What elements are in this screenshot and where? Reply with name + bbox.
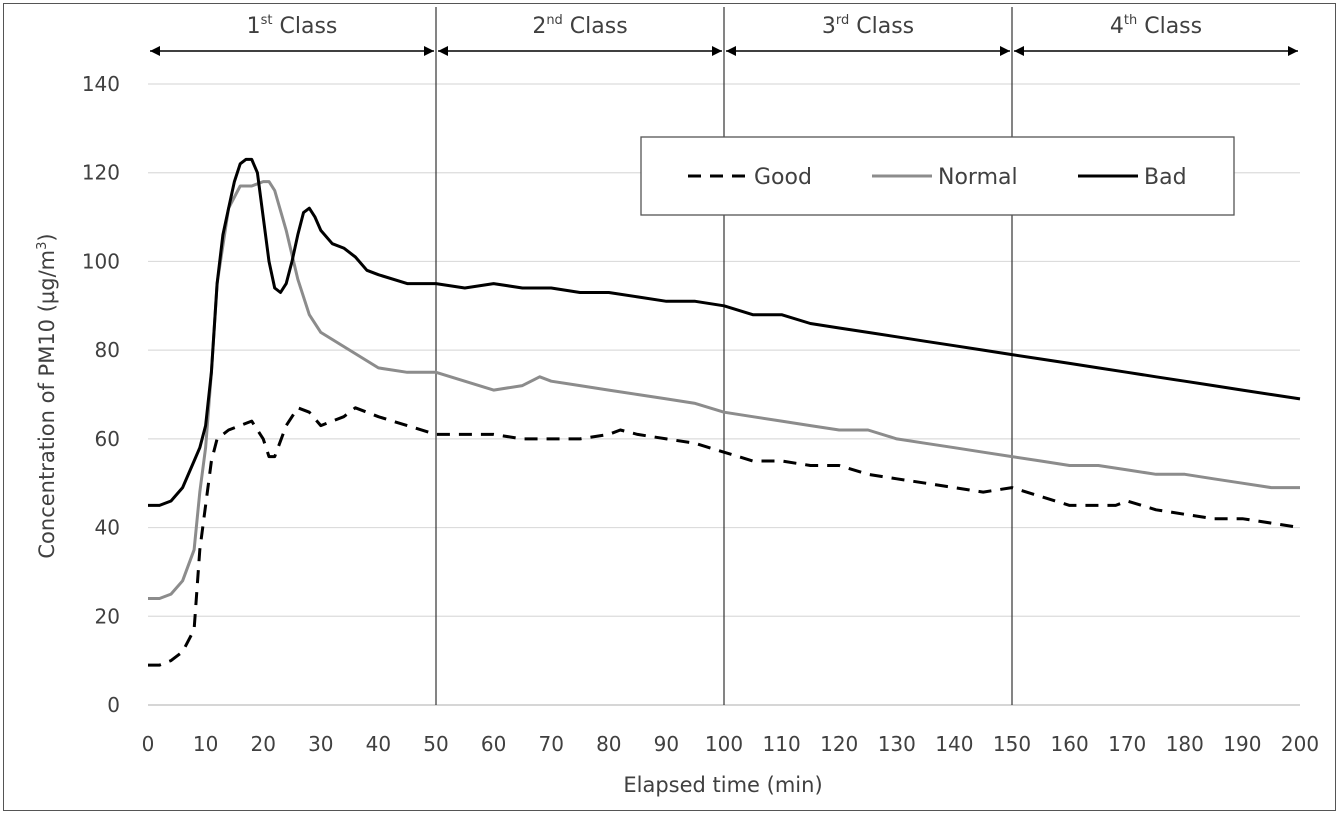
- x-tick-label: 20: [250, 732, 275, 756]
- class-label-word: Class: [849, 14, 914, 39]
- class-label: 4th Class: [1110, 13, 1202, 39]
- x-tick-label: 120: [820, 732, 858, 756]
- x-axis-ticks: 0 10 20 30 40 50 60 70 80 90 100 110 120 130 140 150 160…: [142, 732, 1319, 756]
- class-label-suffix: st: [261, 13, 273, 28]
- x-tick-label: 10: [193, 732, 218, 756]
- class-label-suffix: rd: [836, 13, 849, 28]
- y-tick-label: 100: [82, 249, 120, 273]
- class-label-word: Class: [273, 14, 338, 39]
- class-label: 1st Class: [247, 13, 338, 39]
- class-label: 2nd Class: [532, 13, 627, 39]
- class-label-number: 2: [532, 14, 546, 39]
- x-tick-label: 160: [1051, 732, 1089, 756]
- y-tick-label: 80: [95, 338, 120, 362]
- legend-label-normal: Normal: [938, 165, 1018, 190]
- x-tick-label: 200: [1281, 732, 1319, 756]
- legend-label-good: Good: [754, 165, 812, 190]
- series-lines: [148, 157, 1301, 667]
- x-axis-label: Elapsed time (min): [623, 773, 822, 797]
- x-tick-label: 50: [423, 732, 448, 756]
- class-label-word: Class: [1137, 14, 1202, 39]
- y-tick-label: 120: [82, 161, 120, 185]
- y-axis-label-tail: ): [35, 233, 59, 241]
- legend-label-bad: Bad: [1144, 165, 1187, 190]
- x-tick-label: 140: [935, 732, 973, 756]
- x-tick-label: 190: [1223, 732, 1261, 756]
- x-tick-label: 80: [596, 732, 621, 756]
- y-tick-label: 60: [95, 427, 120, 451]
- y-tick-label: 140: [82, 72, 120, 96]
- class-annotations: 1st Class 2nd Class 3rd Class 4th Class: [150, 13, 1298, 56]
- class-boundaries: [435, 7, 1013, 705]
- y-tick-label: 0: [107, 693, 120, 717]
- x-tick-label: 130: [878, 732, 916, 756]
- x-tick-label: 70: [538, 732, 563, 756]
- class-label-number: 3: [822, 14, 836, 39]
- x-tick-label: 60: [481, 732, 506, 756]
- class-label-suffix: nd: [546, 13, 563, 28]
- class-label: 3rd Class: [822, 13, 914, 39]
- x-tick-label: 150: [993, 732, 1031, 756]
- legend: Good Normal Bad: [640, 136, 1235, 216]
- x-tick-label: 0: [142, 732, 155, 756]
- class-label-number: 1: [247, 14, 261, 39]
- y-tick-label: 40: [95, 516, 120, 540]
- x-tick-label: 110: [763, 732, 801, 756]
- y-axis-label-sup: 3: [35, 242, 50, 250]
- x-tick-label: 180: [1166, 732, 1204, 756]
- class-label-word: Class: [563, 14, 628, 39]
- y-axis-ticks: 0 20 40 60 80 100 120 140: [82, 72, 120, 717]
- y-axis-label: Concentration of PM10 (µg/m3): [35, 233, 59, 558]
- figure-frame: 0 20 40 60 80 100 120 140 0 10 20 30 40 50 60 70 80 90 10…: [3, 3, 1336, 811]
- series-line-bad: [148, 157, 1301, 507]
- x-tick-label: 100: [705, 732, 743, 756]
- series-line-good: [148, 406, 1301, 667]
- y-tick-label: 20: [95, 604, 120, 628]
- y-axis-label-main: Concentration of PM10 (µg/m: [35, 250, 59, 559]
- x-tick-label: 170: [1108, 732, 1146, 756]
- x-tick-label: 30: [308, 732, 333, 756]
- x-tick-label: 90: [654, 732, 679, 756]
- class-label-number: 4: [1110, 14, 1124, 39]
- class-label-suffix: th: [1124, 13, 1137, 28]
- x-tick-label: 40: [366, 732, 391, 756]
